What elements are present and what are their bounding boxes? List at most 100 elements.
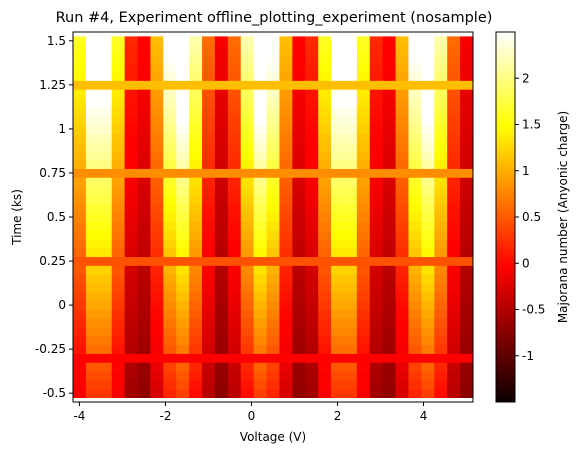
heatmap-cell [318, 142, 332, 152]
heatmap-cell [98, 230, 113, 240]
heatmap-cell [214, 291, 229, 302]
heatmap-cell [163, 89, 177, 99]
heatmap-cell [408, 371, 422, 381]
heatmap-cell [395, 36, 409, 46]
heatmap-cell [460, 327, 474, 337]
heatmap-cell [98, 335, 113, 346]
heatmap-cell [382, 379, 396, 390]
heatmap-cell [227, 388, 242, 398]
heatmap-cell [73, 124, 87, 134]
heatmap-cell [137, 371, 151, 381]
heatmap-cell [279, 212, 293, 222]
heatmap-cell [305, 212, 319, 222]
heatmap-cell [85, 256, 100, 266]
heatmap-cell [447, 344, 461, 354]
heatmap-cell [279, 283, 293, 293]
heatmap-cell [98, 388, 113, 398]
heatmap-cell [163, 300, 177, 310]
heatmap-cell [318, 115, 332, 125]
heatmap-cell [279, 142, 293, 152]
heatmap-cell [395, 186, 409, 196]
heatmap-cell [460, 362, 474, 372]
heatmap-cell [253, 309, 267, 319]
heatmap-cell [176, 106, 190, 117]
heatmap-cell [253, 186, 267, 196]
heatmap-cell [189, 124, 203, 134]
heatmap-cell [163, 177, 177, 187]
heatmap-cell [253, 80, 267, 90]
heatmap-cell [382, 344, 396, 354]
heatmap-cell [214, 221, 229, 231]
heatmap-cell [382, 194, 396, 205]
heatmap-cell [176, 62, 190, 73]
heatmap-cell [202, 362, 216, 372]
heatmap-cell [202, 194, 216, 205]
heatmap-cell [176, 256, 190, 266]
heatmap-cell [240, 221, 255, 231]
heatmap-cell [331, 274, 345, 284]
heatmap-cell [356, 239, 371, 249]
heatmap-cell [356, 335, 371, 346]
heatmap-cell [408, 344, 422, 354]
heatmap-cell [421, 36, 435, 46]
heatmap-cell [408, 353, 422, 363]
heatmap-cell [369, 335, 384, 346]
heatmap-cell [369, 371, 384, 381]
heatmap-cell [98, 36, 113, 46]
x-tick-label: -2 [159, 409, 171, 423]
heatmap-cell [214, 133, 229, 143]
heatmap-cell [356, 212, 371, 222]
heatmap-cell [305, 335, 319, 346]
heatmap-cell [305, 168, 319, 178]
heatmap-cell [240, 71, 255, 81]
heatmap-cell [214, 239, 229, 249]
heatmap-cell [434, 115, 448, 125]
heatmap-cell [460, 265, 474, 275]
heatmap-cell [150, 45, 164, 55]
heatmap-cell [421, 62, 435, 73]
heatmap-cell [214, 379, 229, 390]
heatmap-cell [240, 291, 255, 302]
y-tick-label: 1.5 [47, 34, 66, 48]
heatmap-cell [214, 115, 229, 125]
heatmap-cell [163, 265, 177, 275]
heatmap-cell [214, 203, 229, 213]
y-tick-label: 1.25 [39, 78, 66, 92]
heatmap-cell [85, 106, 100, 117]
heatmap-cell [240, 159, 255, 169]
heatmap-cell [447, 335, 461, 346]
heatmap-cell [189, 54, 203, 64]
heatmap-cell [447, 89, 461, 99]
heatmap-cell [382, 283, 396, 293]
heatmap-cell [176, 142, 190, 152]
heatmap-cell [447, 265, 461, 275]
heatmap-cell [189, 344, 203, 354]
heatmap-cell [98, 265, 113, 275]
heatmap-cell [305, 106, 319, 117]
heatmap-cell [318, 186, 332, 196]
heatmap-cell [382, 256, 396, 266]
heatmap-cell [279, 256, 293, 266]
heatmap-cell [408, 194, 422, 205]
heatmap-cell [85, 62, 100, 73]
heatmap-cell [266, 309, 280, 319]
heatmap-cell [408, 291, 422, 302]
heatmap-cell [98, 318, 113, 328]
heatmap-cell [382, 36, 396, 46]
heatmap-cell [382, 124, 396, 134]
heatmap-cell [331, 335, 345, 346]
heatmap-cell [343, 98, 358, 108]
heatmap-cell [111, 106, 126, 117]
heatmap-cell [202, 212, 216, 222]
heatmap-cell [150, 247, 164, 258]
heatmap-cell [124, 168, 138, 178]
heatmap-cell [176, 36, 190, 46]
heatmap-cell [202, 168, 216, 178]
heatmap-cell [150, 212, 164, 222]
heatmap-cell [356, 150, 371, 161]
heatmap-cell [150, 309, 164, 319]
heatmap-cell [408, 36, 422, 46]
heatmap-cell [85, 89, 100, 99]
heatmap-cell [356, 300, 371, 310]
heatmap-cell [460, 142, 474, 152]
